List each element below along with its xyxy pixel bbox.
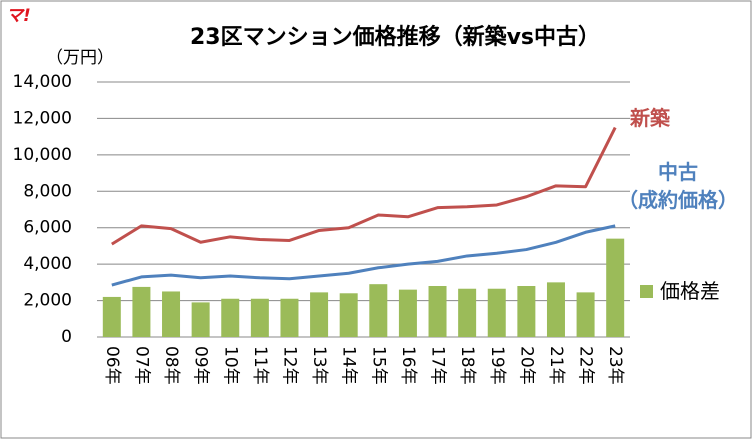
x-tick-label: 23年 <box>605 346 625 385</box>
y-tick-label: 10,000 <box>13 145 72 165</box>
bar <box>280 298 299 337</box>
bar <box>191 302 210 337</box>
y-tick-label: 14,000 <box>13 72 72 92</box>
bar <box>546 282 565 337</box>
legend-label: 中古 （成約価格） <box>618 160 738 212</box>
bar <box>517 286 536 337</box>
bar <box>606 238 625 337</box>
bar <box>398 289 417 337</box>
bar <box>428 286 447 337</box>
x-tick-label: 11年 <box>250 346 270 385</box>
x-tick-label: 22年 <box>576 346 596 385</box>
x-tick-label: 21年 <box>546 346 566 385</box>
line <box>111 224 616 287</box>
x-tick-label: 13年 <box>309 346 329 385</box>
x-tick-label: 14年 <box>339 346 359 385</box>
x-tick-label: 15年 <box>368 346 388 385</box>
legend-label: 新築 <box>630 106 670 130</box>
y-tick-label: 4,000 <box>23 254 72 274</box>
y-tick-label: 6,000 <box>23 218 72 238</box>
logo: マ! <box>6 6 31 26</box>
bar <box>221 298 240 337</box>
bar <box>132 286 151 337</box>
bar <box>162 291 181 337</box>
x-tick-label: 16年 <box>398 346 418 385</box>
y-tick-label: 0 <box>61 327 72 347</box>
y-tick-label: 12,000 <box>13 108 72 128</box>
bar <box>102 296 121 337</box>
x-tick-label: 06年 <box>102 346 122 385</box>
bar <box>576 292 595 337</box>
y-tick-label: 8,000 <box>23 181 72 201</box>
x-tick-label: 18年 <box>457 346 477 385</box>
bar <box>487 288 506 337</box>
bar <box>369 284 388 337</box>
x-tick-label: 20年 <box>516 346 536 385</box>
x-tick-label: 08年 <box>161 346 181 385</box>
bar <box>339 293 358 337</box>
bar <box>458 288 477 337</box>
bar <box>310 292 329 337</box>
bar <box>250 298 269 337</box>
legend-swatch <box>640 285 653 298</box>
y-tick-label: 2,000 <box>23 291 72 311</box>
legend-label: 価格差 <box>660 279 720 303</box>
x-tick-label: 12年 <box>279 346 299 385</box>
chart-title: 23区マンション価格推移（新築vs中古） <box>190 24 600 50</box>
line <box>111 126 617 246</box>
x-tick-label: 10年 <box>220 346 240 385</box>
x-tick-label: 19年 <box>487 346 507 385</box>
x-tick-label: 17年 <box>428 346 448 385</box>
x-tick-label: 07年 <box>131 346 151 385</box>
y-axis-label: （万円） <box>46 48 114 68</box>
x-tick-label: 09年 <box>191 346 211 385</box>
